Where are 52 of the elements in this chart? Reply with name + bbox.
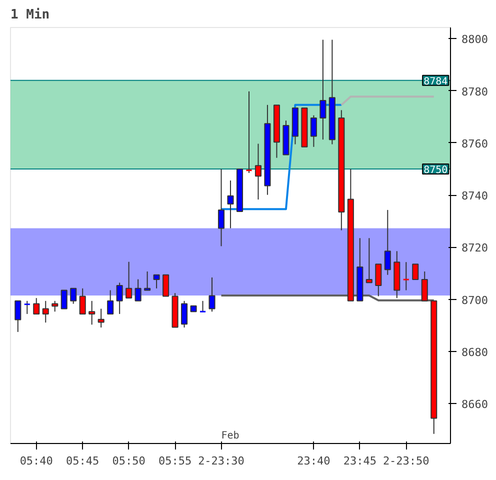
candlestick — [162, 274, 170, 297]
candlestick — [24, 300, 31, 314]
y-tick-label: 8660 — [462, 398, 488, 412]
candlestick — [70, 288, 77, 304]
ref-line-label: 8750 — [424, 165, 448, 176]
y-tick-label: 8800 — [462, 33, 488, 46]
y-tick-label: 8720 — [462, 242, 488, 255]
candlestick — [254, 143, 262, 200]
candlestick — [144, 270, 151, 291]
candlestick — [42, 300, 49, 324]
y-tick-label: 8780 — [462, 85, 488, 98]
candlestick — [412, 264, 419, 280]
chart-title: 1 Min — [10, 8, 50, 22]
candlestick — [199, 300, 206, 312]
candlestick — [52, 300, 58, 312]
candlestick — [366, 238, 372, 284]
candlestick — [310, 114, 317, 148]
candlestick — [98, 308, 104, 328]
candlestick — [88, 300, 96, 326]
ref-line-label: 8784 — [424, 76, 448, 88]
candlestick — [181, 300, 188, 328]
y-tick-label: 8740 — [462, 190, 488, 203]
candlestick — [218, 168, 225, 247]
candlestick — [60, 290, 68, 310]
candlestick — [33, 298, 40, 314]
candlestick — [134, 278, 142, 302]
candlestick — [79, 288, 86, 314]
candlestick — [126, 261, 132, 299]
y-tick-label: 8680 — [462, 346, 488, 359]
candlestick — [208, 276, 216, 312]
candlestick — [107, 290, 114, 314]
x-tick-label: 05:50 — [112, 454, 146, 468]
candlestick — [245, 90, 253, 174]
candlestick — [384, 209, 391, 276]
candlestick — [116, 282, 123, 314]
x-tick-label: 05:55 — [158, 454, 192, 468]
candlestick — [375, 264, 382, 297]
x-tick-label: 2-23:30 — [198, 454, 244, 468]
x-tick-label: 05:45 — [66, 454, 100, 468]
candlestick — [14, 300, 22, 332]
candlestick — [153, 274, 160, 289]
candlestick — [421, 270, 428, 302]
x-tick-label: 2-23:50 — [382, 454, 430, 468]
x-tick-label: 23:40 — [297, 454, 330, 468]
y-tick-label: 8700 — [462, 294, 488, 307]
x-tick-label: 23:45 — [343, 454, 376, 468]
candlestick — [320, 39, 326, 140]
candlestick — [402, 262, 410, 291]
annotation: Feb — [221, 430, 240, 442]
x-tick-label: 05:40 — [20, 454, 53, 468]
y-tick-label: 8760 — [462, 137, 488, 150]
candlestick — [227, 180, 234, 229]
